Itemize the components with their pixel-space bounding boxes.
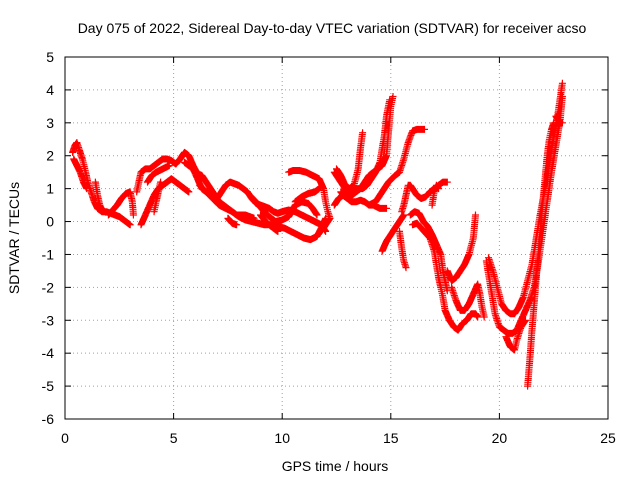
x-tick-label: 0 (61, 430, 69, 446)
x-axis-ticks: 0 5 10 15 20 25 (61, 57, 616, 446)
y-tick-label: 1 (46, 181, 54, 197)
y-tick-label: 2 (46, 148, 54, 164)
y-axis-label: SDTVAR / TECUs (6, 182, 22, 294)
data-point-markers (69, 79, 566, 390)
plot-frame (64, 56, 609, 420)
y-axis-ticks: 5 4 3 2 1 0 -1 -2 -3 -4 -5 -6 (42, 49, 608, 427)
y-tick-label: -3 (42, 312, 55, 328)
x-tick-label: 10 (274, 430, 290, 446)
x-tick-label: 25 (600, 430, 616, 446)
y-tick-label: -2 (42, 279, 55, 295)
x-axis-label: GPS time / hours (282, 458, 389, 474)
y-tick-label: 5 (46, 49, 54, 65)
y-tick-label: -4 (42, 345, 55, 361)
x-tick-label: 15 (383, 430, 399, 446)
data-points (69, 79, 566, 390)
y-tick-label: 0 (46, 214, 54, 230)
x-tick-label: 20 (492, 430, 508, 446)
y-tick-label: -6 (42, 411, 55, 427)
x-tick-label: 5 (170, 430, 178, 446)
y-tick-label: -5 (42, 378, 55, 394)
y-tick-label: -1 (42, 246, 55, 262)
chart-title: Day 075 of 2022, Sidereal Day-to-day VTE… (78, 20, 587, 36)
y-tick-label: 4 (46, 82, 54, 98)
y-tick-label: 3 (46, 115, 54, 131)
